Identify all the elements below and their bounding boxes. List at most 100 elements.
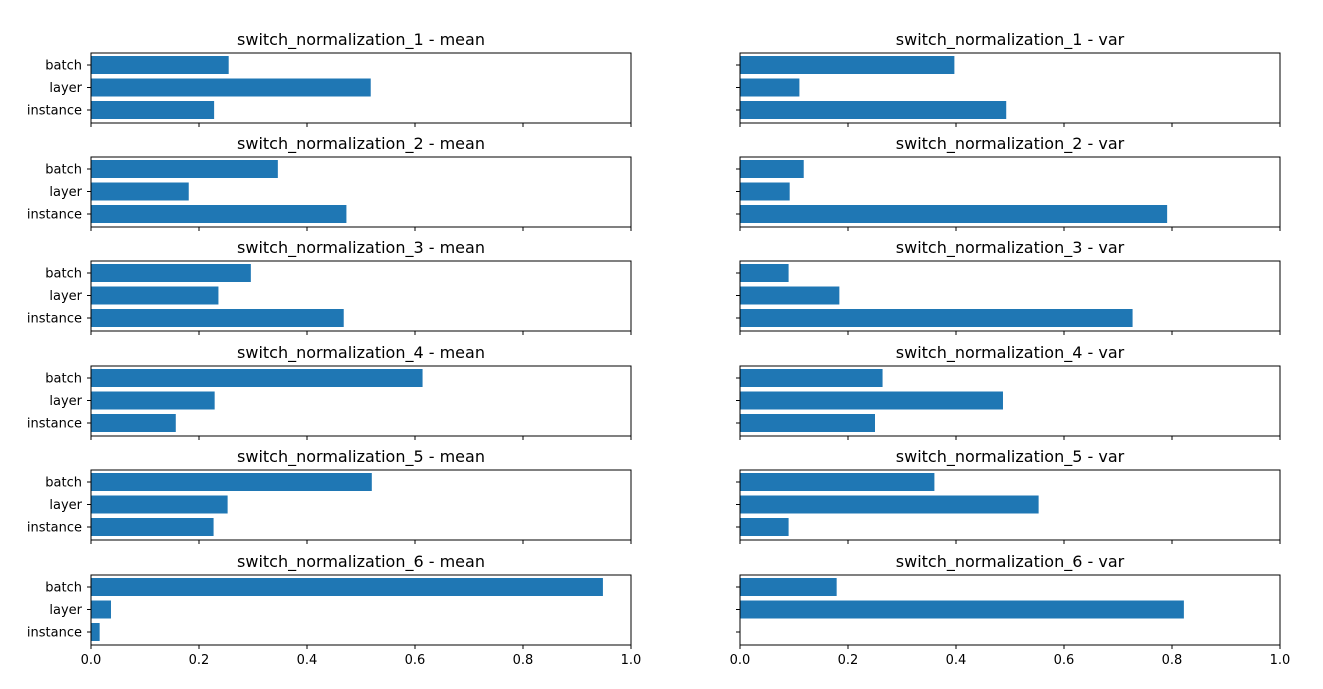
xtick-label: 0.8 bbox=[1162, 653, 1183, 668]
bar-batch bbox=[91, 578, 603, 596]
ytick-label-instance: instance bbox=[27, 312, 82, 327]
subplot-title: switch_normalization_3 - var bbox=[896, 238, 1125, 258]
subplot-title: switch_normalization_1 - mean bbox=[237, 30, 485, 50]
bar-batch bbox=[91, 160, 278, 178]
axes-frame bbox=[90, 469, 632, 541]
subplot-12: switch_normalization_6 - var 0.0 0.2 0.4 0.6… bbox=[730, 552, 1291, 668]
subplot-2: switch_normalization_1 - var bbox=[736, 30, 1281, 127]
subplot-4: switch_normalization_2 - var bbox=[736, 134, 1281, 231]
bar-instance bbox=[740, 518, 789, 536]
bar-layer bbox=[91, 182, 189, 201]
subplot-5: switch_normalization_3 - mean batch layer i… bbox=[27, 238, 632, 335]
bar-batch bbox=[740, 56, 955, 74]
axes-frame bbox=[739, 156, 1281, 228]
ytick-label-layer: layer bbox=[49, 603, 82, 618]
bar-batch bbox=[740, 369, 883, 387]
bar-layer bbox=[740, 495, 1039, 514]
axes-frame bbox=[90, 260, 632, 332]
bar-instance bbox=[91, 101, 215, 119]
subplot-7: switch_normalization_4 - mean batch layer i… bbox=[27, 343, 632, 440]
bar-instance bbox=[91, 518, 214, 536]
xtick-label: 1.0 bbox=[1270, 653, 1291, 668]
ytick-label-layer: layer bbox=[49, 498, 82, 513]
subplot-11: switch_normalization_6 - mean batch layer i… bbox=[27, 552, 641, 668]
subplot-title: switch_normalization_6 - mean bbox=[237, 552, 485, 572]
axes-frame bbox=[90, 574, 632, 646]
bar-batch bbox=[740, 264, 789, 282]
xtick-label: 0.6 bbox=[1054, 653, 1075, 668]
bar-layer bbox=[740, 78, 800, 97]
subplot-9: switch_normalization_5 - mean batch layer i… bbox=[27, 447, 632, 544]
ytick-label-batch: batch bbox=[45, 267, 82, 282]
ytick-label-batch: batch bbox=[45, 59, 82, 74]
ytick-label-batch: batch bbox=[45, 163, 82, 178]
bar-instance bbox=[91, 205, 347, 223]
ytick-label-layer: layer bbox=[49, 289, 82, 304]
bar-layer bbox=[740, 391, 1003, 410]
bar-layer bbox=[91, 78, 371, 97]
axes-frame bbox=[90, 156, 632, 228]
xtick-label: 1.0 bbox=[621, 653, 642, 668]
axes-frame bbox=[739, 469, 1281, 541]
ytick-label-instance: instance bbox=[27, 104, 82, 119]
bar-layer bbox=[740, 286, 840, 305]
subplot-8: switch_normalization_4 - var bbox=[736, 343, 1281, 440]
bar-batch bbox=[91, 473, 372, 491]
bar-layer bbox=[91, 495, 228, 514]
subplot-title: switch_normalization_2 - var bbox=[896, 134, 1125, 154]
axes-frame bbox=[739, 574, 1281, 646]
bar-layer bbox=[740, 182, 790, 201]
ytick-label-batch: batch bbox=[45, 372, 82, 387]
subplot-title: switch_normalization_5 - var bbox=[896, 447, 1125, 467]
ytick-label-layer: layer bbox=[49, 394, 82, 409]
bar-instance bbox=[91, 309, 344, 327]
xtick-label: 0.0 bbox=[730, 653, 751, 668]
xtick-label: 0.4 bbox=[946, 653, 967, 668]
bar-instance bbox=[91, 414, 176, 432]
axes-frame bbox=[90, 365, 632, 437]
bar-layer bbox=[91, 600, 111, 619]
axes-frame bbox=[739, 365, 1281, 437]
subplot-title: switch_normalization_2 - mean bbox=[237, 134, 485, 154]
bar-batch bbox=[91, 369, 423, 387]
subplot-title: switch_normalization_1 - var bbox=[896, 30, 1125, 50]
subplot-1: switch_normalization_1 - mean batch layer i… bbox=[27, 30, 632, 127]
xtick-label: 0.0 bbox=[81, 653, 102, 668]
ytick-label-layer: layer bbox=[49, 81, 82, 96]
subplot-title: switch_normalization_3 - mean bbox=[237, 238, 485, 258]
subplot-title: switch_normalization_6 - var bbox=[896, 552, 1125, 572]
subplot-title: switch_normalization_4 - mean bbox=[237, 343, 485, 363]
bar-instance bbox=[740, 309, 1133, 327]
ytick-label-instance: instance bbox=[27, 521, 82, 536]
bar-batch bbox=[740, 473, 935, 491]
xtick-label: 0.6 bbox=[405, 653, 426, 668]
bar-instance bbox=[740, 101, 1007, 119]
subplot-title: switch_normalization_5 - mean bbox=[237, 447, 485, 467]
ytick-label-instance: instance bbox=[27, 626, 82, 641]
ytick-label-layer: layer bbox=[49, 185, 82, 200]
bar-batch bbox=[740, 160, 804, 178]
subplot-6: switch_normalization_3 - var bbox=[736, 238, 1281, 335]
bar-layer bbox=[91, 391, 215, 410]
bar-layer bbox=[740, 600, 1184, 619]
bar-batch bbox=[91, 56, 229, 74]
xtick-label: 0.2 bbox=[189, 653, 210, 668]
bar-instance bbox=[740, 414, 875, 432]
subplot-title: switch_normalization_4 - var bbox=[896, 343, 1125, 363]
ytick-label-batch: batch bbox=[45, 581, 82, 596]
axes-frame bbox=[739, 260, 1281, 332]
ytick-label-instance: instance bbox=[27, 417, 82, 432]
bar-layer bbox=[91, 286, 219, 305]
axes-frame bbox=[739, 52, 1281, 124]
xtick-label: 0.8 bbox=[513, 653, 534, 668]
xtick-label: 0.2 bbox=[838, 653, 859, 668]
bar-instance bbox=[91, 623, 100, 641]
xtick-label: 0.4 bbox=[297, 653, 318, 668]
ytick-label-instance: instance bbox=[27, 208, 82, 223]
bar-instance bbox=[740, 205, 1168, 223]
ytick-label-batch: batch bbox=[45, 476, 82, 491]
bar-batch bbox=[91, 264, 251, 282]
axes-frame bbox=[90, 52, 632, 124]
bar-batch bbox=[740, 578, 837, 596]
